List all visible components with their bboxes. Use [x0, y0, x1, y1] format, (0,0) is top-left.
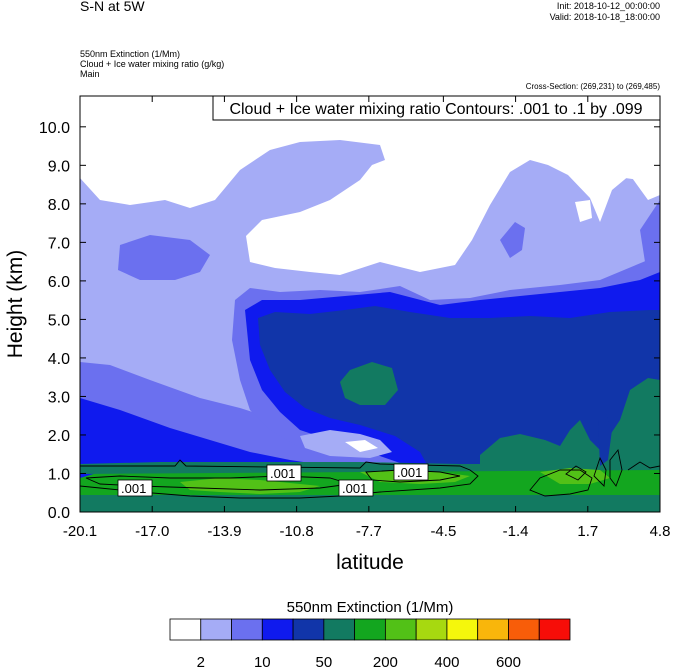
y-tick-label-7: 7.0	[48, 235, 70, 252]
teal-region-right	[480, 378, 660, 475]
x-tick-label-7: 1.7	[577, 523, 598, 540]
colorbar-bin-1	[200, 618, 232, 641]
x-tick-label-0: -20.1	[63, 523, 97, 540]
contour-label-3: .001	[342, 481, 367, 496]
white-region-top	[80, 96, 660, 275]
x-tick-label-5: -4.5	[430, 523, 456, 540]
contour-right-3	[609, 448, 623, 487]
y-tick-label-8: 8.0	[48, 197, 70, 214]
colorbar-label-2: 50	[316, 654, 333, 668]
y-tick-label-4: 4.0	[48, 351, 70, 368]
colorbar-bin-11	[508, 618, 540, 641]
x-tick-label-6: -1.4	[503, 523, 529, 540]
field-mixing-ratio: Cloud + Ice water mixing ratio (g/kg)	[80, 59, 225, 69]
colorbar-label-3: 200	[373, 654, 398, 668]
blue-column	[598, 414, 612, 466]
colorbar-bin-5	[323, 618, 356, 641]
colorbar-title: 550nm Extinction (1/Mm)	[287, 599, 454, 616]
chart-title: Cloud + Ice water mixing ratio Contours:…	[229, 101, 642, 118]
contour-outer	[80, 459, 479, 499]
contour-label-box-4	[393, 463, 429, 481]
chart-title-box	[212, 95, 661, 121]
y-axis-label: Height (km)	[4, 250, 27, 359]
y-tick-label-1: 1.0	[48, 466, 70, 483]
plot-title: S-N at 5W	[80, 0, 145, 14]
contour-right-4	[627, 461, 660, 471]
teal-low-layer	[80, 460, 660, 474]
contour-label-box-2	[266, 464, 302, 482]
y-tick-label-10: 10.0	[39, 120, 70, 137]
x-axis-label: latitude	[336, 551, 404, 574]
extinction-field	[80, 96, 660, 512]
y-tick-label-0: 0.0	[48, 505, 70, 522]
contour-right-5	[565, 465, 587, 481]
contour-right-1	[529, 469, 593, 497]
light-patch-center	[300, 430, 392, 458]
contour-label-1: .001	[121, 481, 146, 496]
medium-blue-upper	[118, 235, 210, 280]
contour-right-2	[593, 456, 607, 487]
colorbar-bin-2	[231, 618, 263, 641]
contour-label-box-3	[338, 479, 374, 497]
init-time: Init: 2018-10-12_00:00:00	[556, 1, 660, 11]
axis-ticks	[79, 96, 661, 513]
colorbar-labels: 2 10 50 200 400 600	[197, 654, 521, 668]
y-tick-label-6: 6.0	[48, 274, 70, 291]
bright-blue-region	[80, 398, 380, 478]
x-tick-label-1: -17.0	[135, 523, 169, 540]
field-extinction: 550nm Extinction (1/Mm)	[80, 49, 181, 59]
colorbar-bin-3	[261, 618, 294, 641]
time-info: Init: 2018-10-12_00:00:00 Valid: 2018-10…	[550, 1, 660, 23]
colorbar-bin-12	[538, 618, 571, 641]
lightgreen-band	[180, 478, 320, 494]
colorbar-label-5: 600	[496, 654, 521, 668]
valid-time: Valid: 2018-10-18_18:00:00	[549, 12, 660, 22]
y-tick-labels: 0.0 1.0 2.0 3.0 4.0 5.0 6.0 7.0 8.0 9.0 10.0	[39, 120, 70, 522]
x-tick-label-2: -13.9	[207, 523, 241, 540]
contour-label-box-1	[117, 479, 153, 497]
colorbar-bin-10	[477, 618, 509, 641]
colorbar-label-0: 2	[197, 654, 205, 668]
colorbar-bin-0	[169, 618, 202, 641]
lightgreen-band-3	[540, 468, 610, 484]
contour-label-4: .001	[397, 465, 422, 480]
medium-blue-right	[500, 222, 525, 258]
y-tick-label-5: 5.0	[48, 312, 70, 329]
colorbar-bin-6	[354, 618, 386, 641]
contour-label-group: .001 .001 .001 .001	[117, 463, 429, 497]
y-tick-label-3: 3.0	[48, 389, 70, 406]
y-tick-label-2: 2.0	[48, 428, 70, 445]
white-patch-center	[345, 440, 378, 452]
dark-blue-region	[258, 306, 660, 475]
colorbar	[169, 618, 571, 641]
colorbar-label-4: 400	[434, 654, 459, 668]
contour-label-2: .001	[270, 466, 295, 481]
white-patch-1	[575, 200, 592, 222]
teal-bottom	[80, 495, 660, 512]
colorbar-label-1: 10	[254, 654, 271, 668]
field-list: 550nm Extinction (1/Mm) Cloud + Ice wate…	[80, 49, 224, 79]
x-tick-labels: -20.1 -17.0 -13.9 -10.8 -7.7 -4.5 -1.4 1.7 4.8	[63, 523, 671, 540]
x-tick-label-8: 4.8	[650, 523, 671, 540]
x-tick-label-4: -7.7	[356, 523, 382, 540]
x-tick-label-3: -10.8	[280, 523, 314, 540]
field-main: Main	[80, 69, 100, 79]
colorbar-bin-9	[446, 618, 479, 641]
colorbar-bin-8	[415, 618, 448, 641]
colorbar-bin-4	[292, 618, 325, 641]
cross-section-label: Cross-Section: (269,231) to (269,485)	[525, 82, 660, 91]
teal-blob-center	[340, 362, 398, 405]
colorbar-bin-7	[384, 618, 417, 641]
white-patch-2	[618, 150, 648, 180]
medium-blue-far-right	[640, 200, 660, 262]
y-tick-label-9: 9.0	[48, 158, 70, 175]
